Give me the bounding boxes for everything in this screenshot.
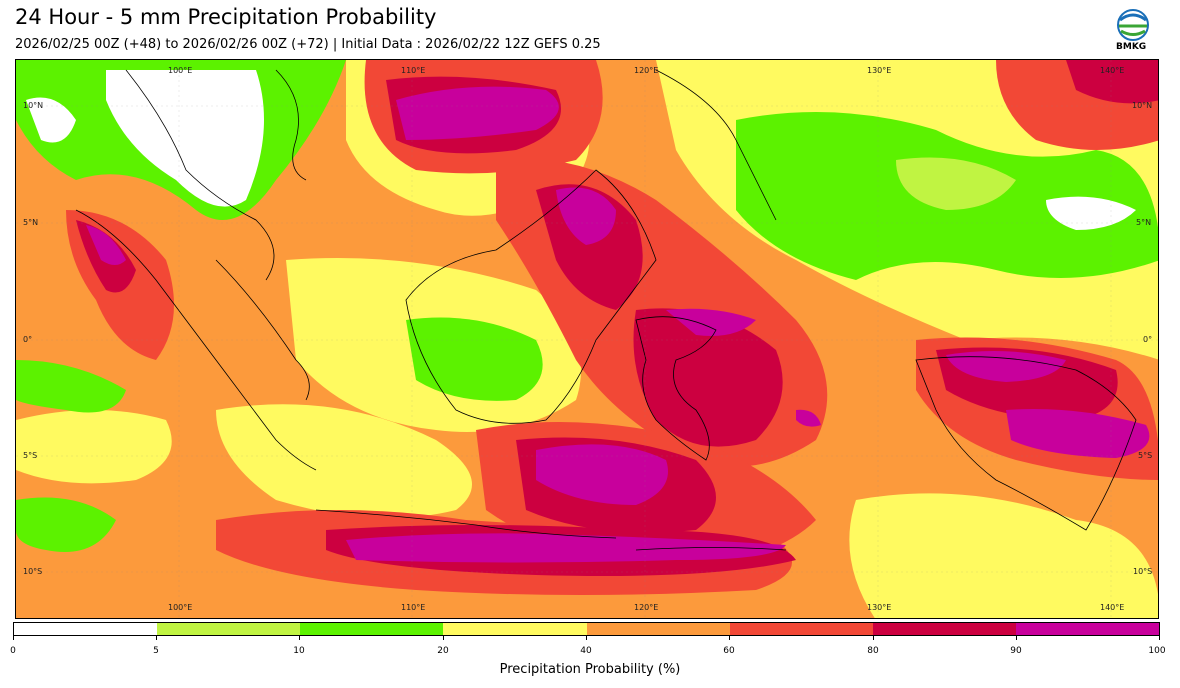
zone-yellow [849,493,1158,618]
colorbar-tick-label: 60 [723,646,735,656]
colorbar-tick-mark [13,636,14,640]
zone-white [1046,196,1136,230]
lat-label-right: 10°N [1132,101,1153,110]
coastline [315,509,617,539]
zone-magenta [536,444,668,505]
colorbar-segment [872,623,1016,635]
colorbar [13,622,1160,636]
colorbar-tick-label: 20 [437,646,449,656]
lat-label-right: 5°N [1136,218,1152,227]
zone-magenta [796,409,821,427]
coastlines [75,69,1137,551]
bmkg-logo-text: BMKG [1116,42,1147,52]
colorbar-tick-label: 80 [867,646,879,656]
lon-label-bottom: 120°E [634,603,659,612]
lon-label-top: 140°E [1100,66,1125,75]
zone-green [16,360,126,413]
coastline [635,547,787,551]
colorbar-tick-label: 90 [1010,646,1022,656]
lon-label-bottom: 140°E [1100,603,1125,612]
colorbar-tick-mark [299,636,300,640]
zone-magenta [556,187,616,245]
colorbar-segment [729,623,873,635]
lat-label-left: 5°S [23,451,38,460]
zone-magenta [86,225,126,265]
lon-label-bottom: 100°E [168,603,193,612]
lat-label-left: 10°N [23,101,44,110]
lat-label-right: 5°S [1138,451,1153,460]
coastline [915,356,1137,531]
colorbar-tick-mark [729,636,730,640]
colorbar-segment [586,623,730,635]
colorbar-tick-label: 40 [580,646,592,656]
lat-label-right: 10°S [1133,567,1153,576]
lon-label-bottom: 110°E [401,603,426,612]
lat-label-left: 5°N [23,218,39,227]
colorbar-tick-mark [1159,636,1160,640]
colorbar-tick-label: 100 [1148,646,1166,656]
zone-magenta [666,308,756,336]
zone-magenta [1006,409,1150,458]
bmkg-logo-icon [1117,9,1149,41]
colorbar-tick-mark [156,636,157,640]
zone-lime [896,157,1016,210]
coastline [75,209,317,471]
zone-yellow [16,410,172,484]
coastline [275,69,307,181]
zone-magenta [396,86,559,140]
zone-yellow [216,404,472,518]
lon-label-top: 100°E [168,66,193,75]
lon-label-top: 120°E [634,66,659,75]
colorbar-segment [443,623,587,635]
chart-title: 24 Hour - 5 mm Precipitation Probability [15,5,437,29]
colorbar-segment [14,623,158,635]
colorbar-tick-mark [586,636,587,640]
coastline [405,169,657,424]
zone-crimson [633,308,783,447]
lat-label-left: 0° [23,335,33,344]
colorbar-tick-label: 5 [153,646,159,656]
lat-label-left: 10°S [23,567,43,576]
zone-white [106,70,264,207]
coastline [215,259,310,401]
coastline [655,69,777,221]
coastline [125,69,275,281]
colorbar-tick-mark [1016,636,1017,640]
colorbar-tick-mark [443,636,444,640]
colorbar-tick-label: 0 [10,646,16,656]
colorbar-segment [157,623,301,635]
zone-white [26,97,76,143]
map-canvas [16,60,1158,618]
lat-label-right: 0° [1143,335,1153,344]
lon-label-top: 130°E [867,66,892,75]
precipitation-map: 100°E 110°E 120°E 130°E 140°E 100°E 110°… [15,59,1159,619]
colorbar-segment [1015,623,1159,635]
chart-subtitle: 2026/02/25 00Z (+48) to 2026/02/26 00Z (… [15,37,601,52]
zone-green [16,497,116,552]
colorbar-label: Precipitation Probability (%) [499,662,681,677]
colorbar-tick-label: 10 [293,646,305,656]
zone-magenta [346,533,786,563]
colorbar-segment [300,623,444,635]
lon-label-bottom: 130°E [867,603,892,612]
zone-magenta [946,351,1066,382]
graticule [16,60,1158,618]
colorbar-tick-mark [873,636,874,640]
coastline [635,316,717,461]
zone-crimson [1066,60,1158,104]
zone-green [406,317,543,401]
lon-label-top: 110°E [401,66,426,75]
